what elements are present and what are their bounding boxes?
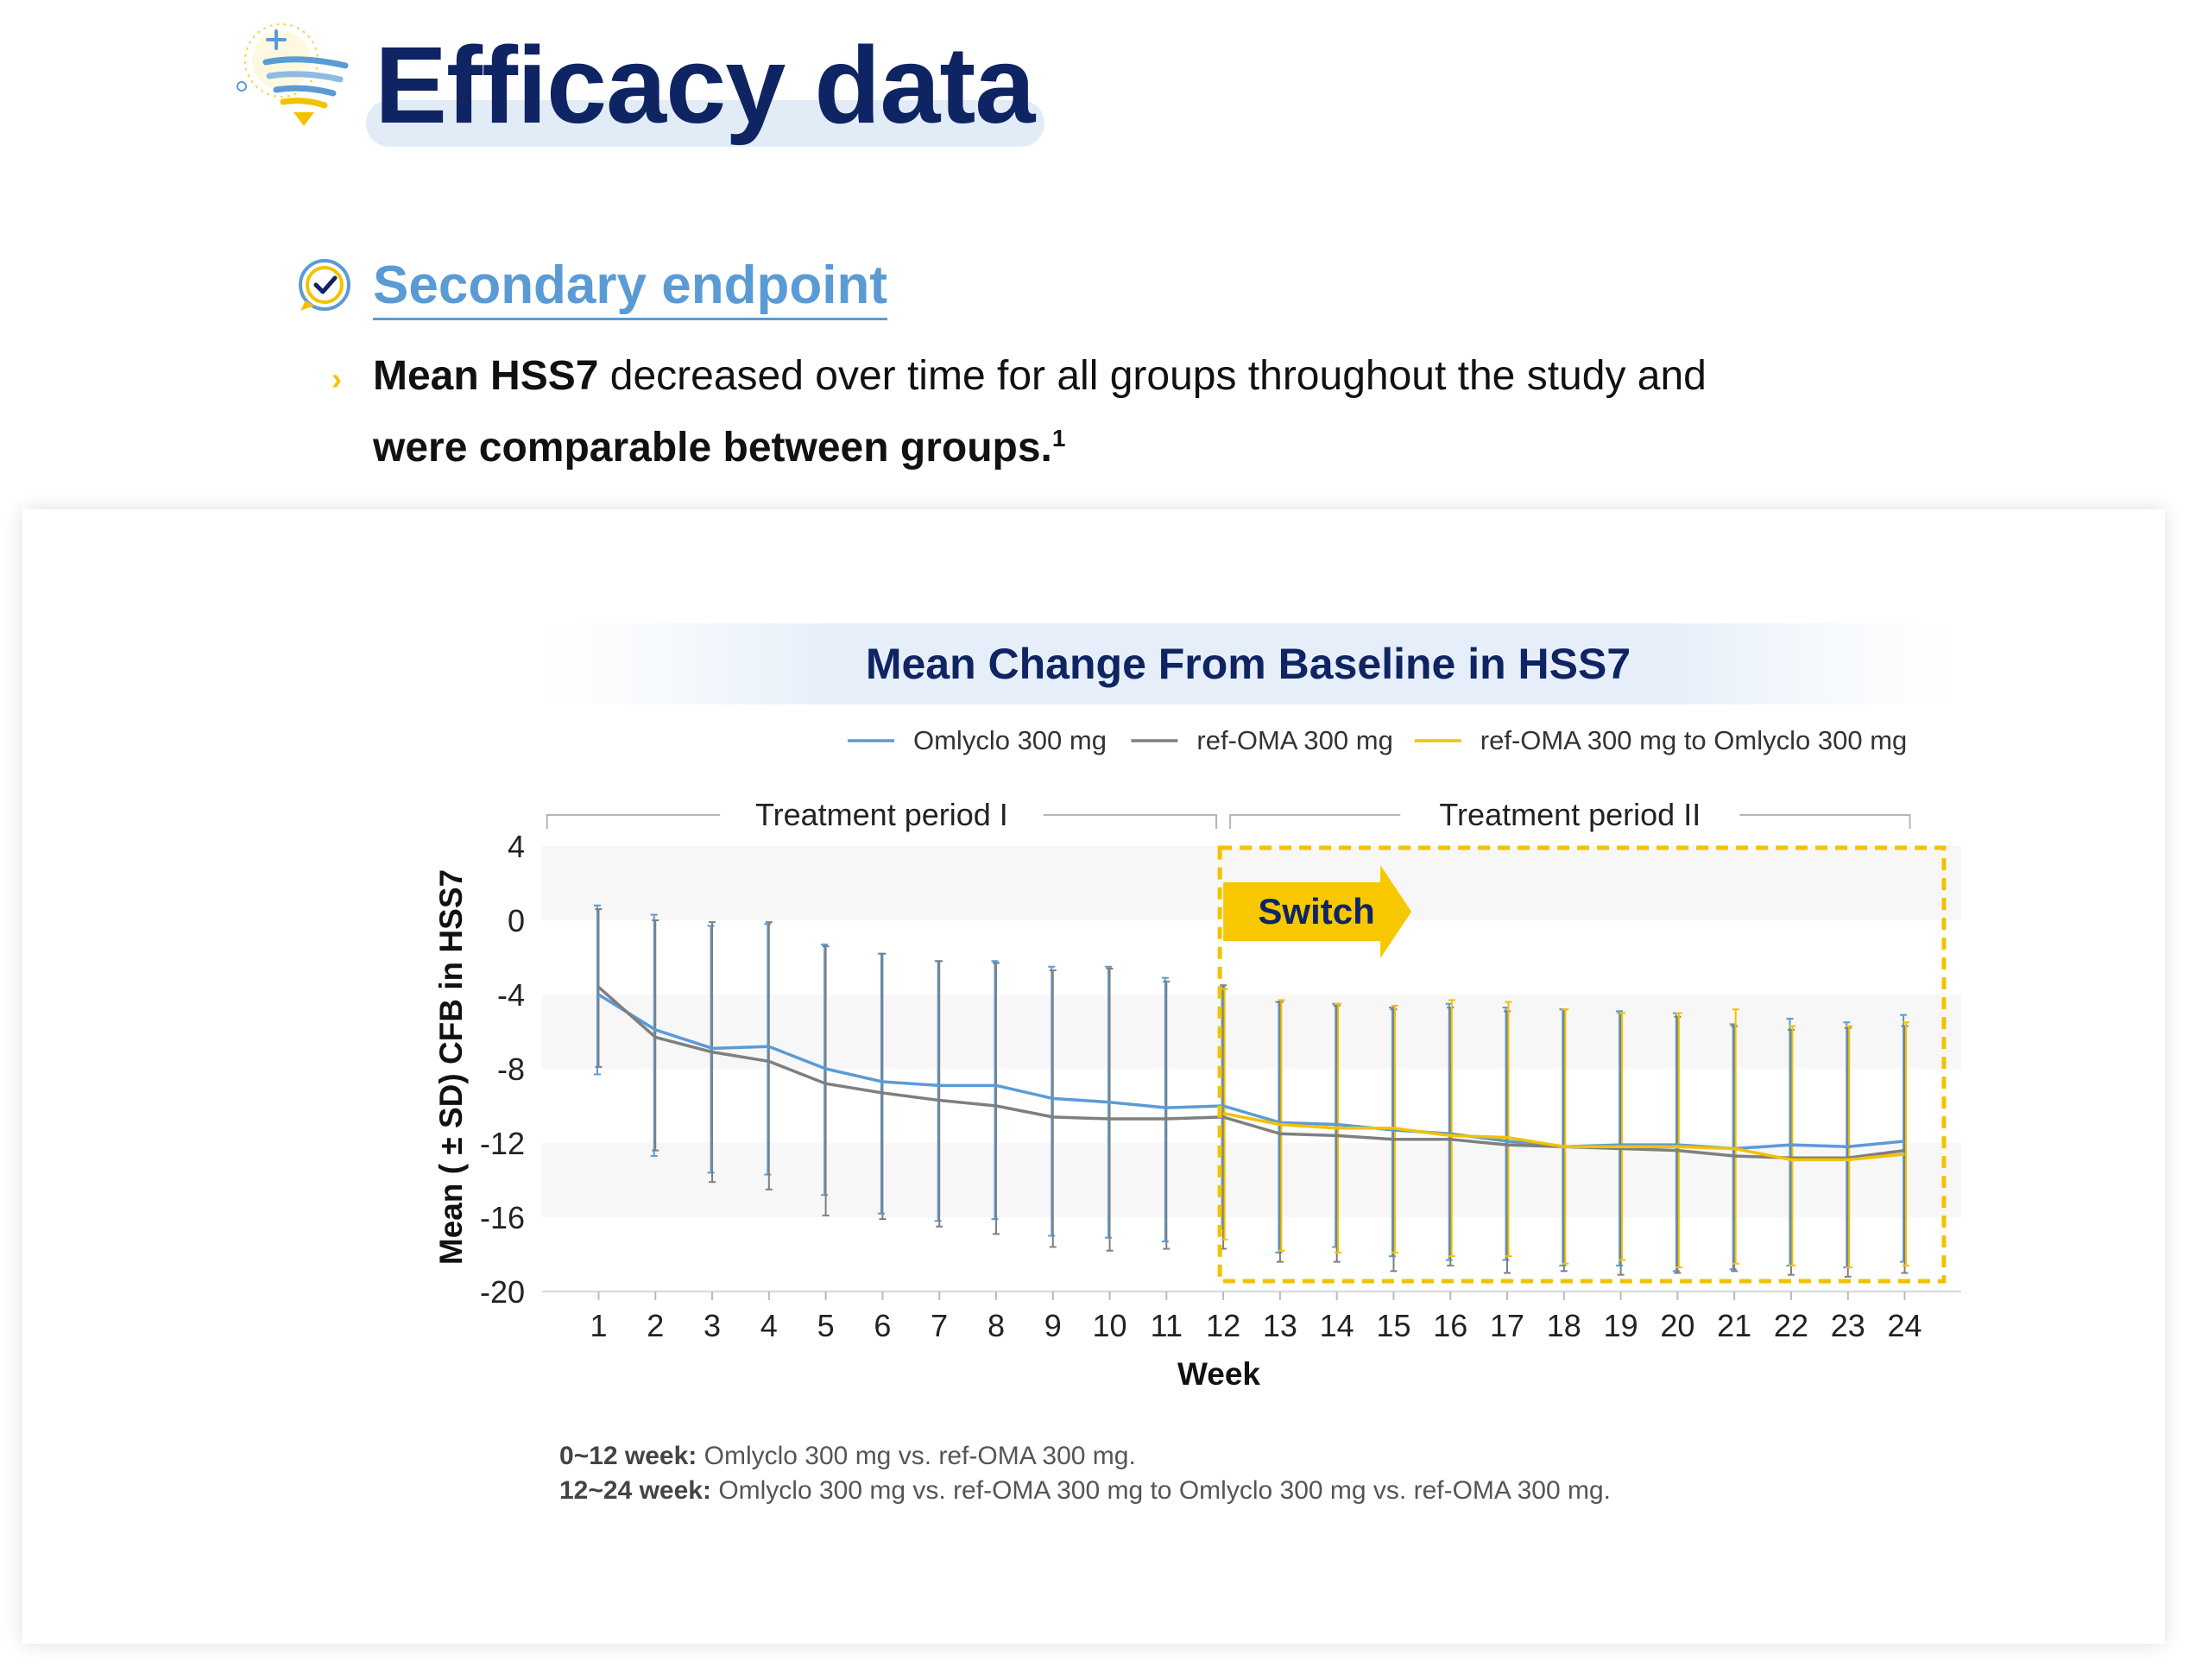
title-highlight-bar — [366, 100, 1044, 147]
x-tick-label: 9 — [1044, 1308, 1062, 1343]
x-tick-label: 16 — [1433, 1308, 1467, 1343]
bullet-superscript: 1 — [1051, 425, 1066, 452]
grid-band-1 — [542, 995, 1961, 1069]
switch-label: Switch — [1258, 891, 1374, 932]
x-tick-label: 18 — [1547, 1308, 1581, 1343]
series-line-0 — [597, 993, 1905, 1151]
x-tick-label: 1 — [590, 1308, 607, 1343]
x-tick-label: 14 — [1320, 1308, 1354, 1343]
chart: Mean Change From Baseline in HSS7 Omlycl… — [433, 623, 1961, 1505]
legend-label-1: ref-OMA 300 mg — [1196, 725, 1392, 755]
y-tick-label: -4 — [497, 977, 525, 1013]
x-tick-label: 21 — [1717, 1308, 1751, 1343]
y-tick-label: 0 — [508, 903, 525, 938]
series-line-2 — [1222, 1111, 1905, 1162]
check-speech-bubble-icon — [299, 259, 350, 311]
chart-title-band — [540, 623, 1956, 704]
footnote-2-text: Omlyclo 300 mg vs. ref-OMA 300 mg to Oml… — [711, 1476, 1611, 1505]
x-tick-label: 15 — [1376, 1308, 1410, 1343]
x-tick-label: 17 — [1490, 1308, 1524, 1343]
y-tick-label: -8 — [497, 1052, 525, 1087]
bullet-text: Mean HSS7 decreased over time for all gr… — [373, 345, 1720, 479]
legend-label-0: Omlyclo 300 mg — [913, 725, 1107, 755]
x-tick-label: 2 — [647, 1308, 664, 1343]
footnote-1-text: Omlyclo 300 mg vs. ref-OMA 300 mg. — [697, 1442, 1136, 1470]
x-tick-label: 22 — [1774, 1308, 1808, 1343]
x-axis-ticks: 1 2 3 4 5 6 7 8 9 10 11 12 13 14 15 16 17 18 19 20 21 22 23 24 — [590, 1292, 1922, 1343]
period-bracket-right — [1739, 814, 1911, 829]
chart-legend: Omlyclo 300 mg ref-OMA 300 mg ref-OMA 300 … — [848, 725, 1907, 755]
y-tick-label: -16 — [480, 1200, 525, 1235]
x-tick-label: 7 — [931, 1308, 948, 1343]
period-bracket-left — [1229, 814, 1401, 829]
bullet-bold-2: were comparable between groups. — [373, 425, 1052, 471]
chart-card: Mean Change From Baseline in HSS7 Omlycl… — [22, 509, 2165, 1644]
x-tick-label: 4 — [760, 1308, 778, 1343]
x-tick-label: 12 — [1206, 1308, 1240, 1343]
y-axis-label: Mean ( ± SD) CFB in HSS7 — [433, 869, 469, 1265]
x-tick-label: 8 — [988, 1308, 1005, 1343]
x-tick-label: 11 — [1151, 1308, 1183, 1343]
x-tick-label: 5 — [817, 1308, 835, 1343]
y-tick-label: -12 — [480, 1126, 525, 1161]
footnote-1: 0~12 week: Omlyclo 300 mg vs. ref-OMA 30… — [559, 1442, 1136, 1470]
series-lines — [597, 986, 1905, 1162]
x-tick-label: 19 — [1604, 1308, 1638, 1343]
x-tick-label: 20 — [1660, 1308, 1694, 1343]
footnote-1-label: 0~12 week: — [559, 1442, 697, 1470]
period-label: Treatment period I — [755, 797, 1008, 832]
y-tick-label: 4 — [508, 829, 525, 864]
series-line-1 — [597, 986, 1905, 1159]
page-title: Efficacy data — [375, 24, 1035, 146]
legend-label-2: ref-OMA 300 mg to Omlyclo 300 mg — [1480, 725, 1907, 755]
y-axis-ticks: 4 0 -4 -8 -12 -16 -20 — [480, 829, 525, 1310]
x-tick-label: 24 — [1888, 1308, 1922, 1343]
switch-dashed-box — [1217, 845, 1947, 1284]
period-brackets: Treatment period I Treatment period II — [546, 797, 1911, 832]
x-tick-label: 23 — [1831, 1308, 1865, 1343]
x-tick-label: 6 — [874, 1308, 891, 1343]
x-tick-label: 10 — [1093, 1308, 1127, 1343]
switch-highlight: Switch — [1217, 845, 1947, 1284]
period-bracket-left — [546, 814, 721, 829]
footnote-2-label: 12~24 week: — [559, 1476, 711, 1505]
chart-title: Mean Change From Baseline in HSS7 — [866, 640, 1631, 688]
wind-funnel-icon — [237, 23, 349, 126]
x-tick-label: 13 — [1263, 1308, 1297, 1343]
y-tick-label: -20 — [480, 1274, 525, 1310]
switch-arrow-icon — [1223, 865, 1412, 958]
period-label: Treatment period II — [1439, 797, 1701, 832]
x-tick-label: 3 — [704, 1308, 721, 1343]
bullet-bold-1: Mean HSS7 — [373, 353, 599, 399]
error-bars — [593, 904, 1910, 1278]
bullet-normal: decreased over time for all groups throu… — [598, 353, 1707, 399]
grid-band-2 — [542, 1143, 1961, 1217]
footnote-2: 12~24 week: Omlyclo 300 mg vs. ref-OMA 3… — [559, 1476, 1611, 1505]
period-bracket-right — [1043, 814, 1218, 829]
x-axis-label: Week — [1177, 1356, 1260, 1392]
chevron-right-icon: › — [331, 361, 342, 396]
section-heading: Secondary endpoint — [373, 256, 887, 320]
